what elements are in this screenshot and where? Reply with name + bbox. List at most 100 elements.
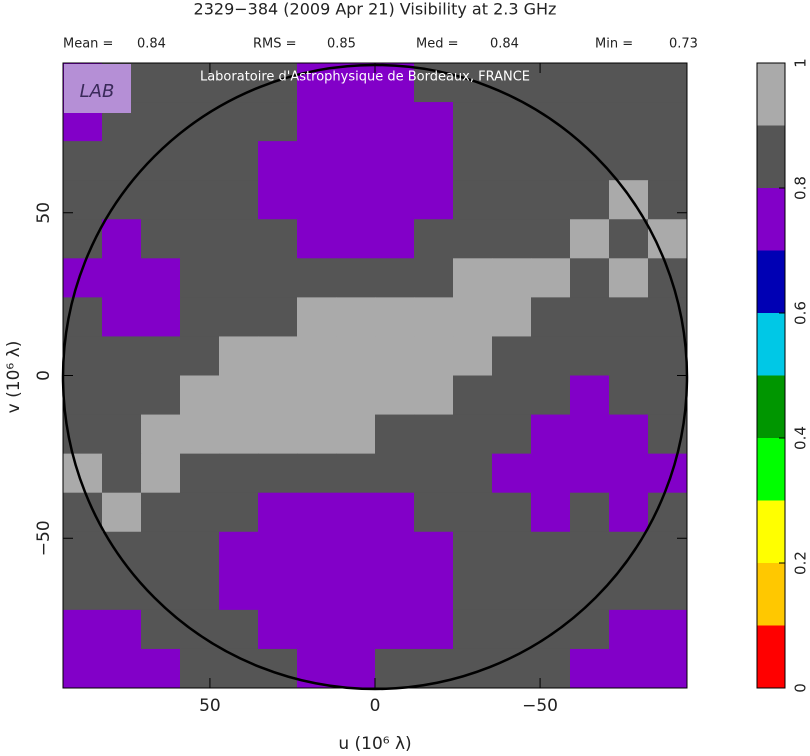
heat-cell [219,180,259,220]
heat-cell [219,570,259,611]
heat-cell [492,102,532,142]
heat-cell [414,219,454,259]
colorbar-tick-label: 0.8 [792,176,810,200]
heat-cell [453,102,493,142]
heat-cell [492,414,532,455]
heat-cell [297,258,337,298]
heat-cell [258,63,298,103]
colorbar-band [757,313,785,376]
heat-cell [648,609,688,650]
heat-cell [414,180,454,220]
heat-cell [180,141,220,181]
stat-value: 0.85 [327,37,356,52]
heat-cell [453,492,493,533]
heat-cell [219,609,259,650]
stat-label: RMS = [253,37,297,52]
colorbar-band [757,63,785,126]
heat-cell [648,492,688,533]
heat-cell [297,219,337,259]
colorbar: 0 0.2 0.4 0.6 0.8 1 [756,58,810,693]
heat-cell [492,609,532,650]
heat-cell [609,180,649,220]
heat-cell [492,453,532,494]
heat-cell [414,141,454,181]
heat-cell [141,141,181,181]
heat-cell [492,336,532,376]
heat-cell [570,63,610,103]
stat-label: Med = [416,37,459,52]
heat-cell [297,180,337,220]
colorbar-band [757,438,785,501]
heat-cell [648,570,688,611]
heat-cell [63,570,103,611]
heat-cell [219,258,259,298]
heat-cell [102,297,142,337]
colorbar-band [757,250,785,313]
heat-cell [531,336,571,376]
colorbar-tick-label: 0.6 [792,301,810,325]
heat-cell [648,336,688,376]
heat-cell [141,258,181,298]
y-tick-label: 0 [34,370,54,381]
banner: Laboratoire d'Astrophysique de Bordeaux,… [200,70,530,85]
heat-cell [453,219,493,259]
heat-cell [141,297,181,337]
heat-cell [180,570,220,611]
heat-cell [297,141,337,181]
colorbar-tick-label: 1 [792,58,810,68]
heat-cell [141,531,181,572]
heat-cell [180,180,220,220]
heat-cell [336,141,376,181]
heat-cell [492,648,532,689]
heat-cell [63,414,103,455]
heat-cell [492,141,532,181]
heat-cell [258,453,298,494]
heat-cell [492,375,532,416]
heat-cell [180,297,220,337]
heat-cell [141,453,181,494]
heat-cell [453,258,493,298]
heat-cell [375,375,415,416]
stat-label: Min = [595,37,633,52]
heat-cell [453,570,493,611]
heat-cell [258,570,298,611]
heat-cell [531,414,571,455]
heat-cell [414,375,454,416]
colorbar-tick-label: 0.2 [792,551,810,575]
heat-cell [609,336,649,376]
heat-cell [336,219,376,259]
stat-value: 0.84 [490,37,519,52]
heat-cell [219,102,259,142]
heat-cell [375,492,415,533]
heat-cell [414,297,454,337]
heat-cell [648,141,688,181]
heat-cell [375,414,415,455]
heat-cell [531,570,571,611]
heat-cell [258,219,298,259]
heat-cell [414,531,454,572]
heat-cell [180,375,220,416]
heat-cell [492,219,532,259]
heat-cell [180,258,220,298]
colorbar-band [757,625,785,688]
heat-cell [414,258,454,298]
heat-cell [453,609,493,650]
heat-cell [219,336,259,376]
heat-cell [63,180,103,220]
heat-cell [258,414,298,455]
heat-cell [102,609,142,650]
heat-cell [531,219,571,259]
heat-cell [63,648,103,689]
heat-cell [180,336,220,376]
heat-cell [453,414,493,455]
heat-cell [453,336,493,376]
colorbar-band [757,125,785,188]
heat-cell [453,63,493,103]
heat-cell [375,102,415,142]
heat-cell [570,531,610,572]
heat-cell [375,141,415,181]
heat-cell [180,492,220,533]
heat-cell [63,492,103,533]
heat-cell [531,492,571,533]
heat-cell [297,570,337,611]
